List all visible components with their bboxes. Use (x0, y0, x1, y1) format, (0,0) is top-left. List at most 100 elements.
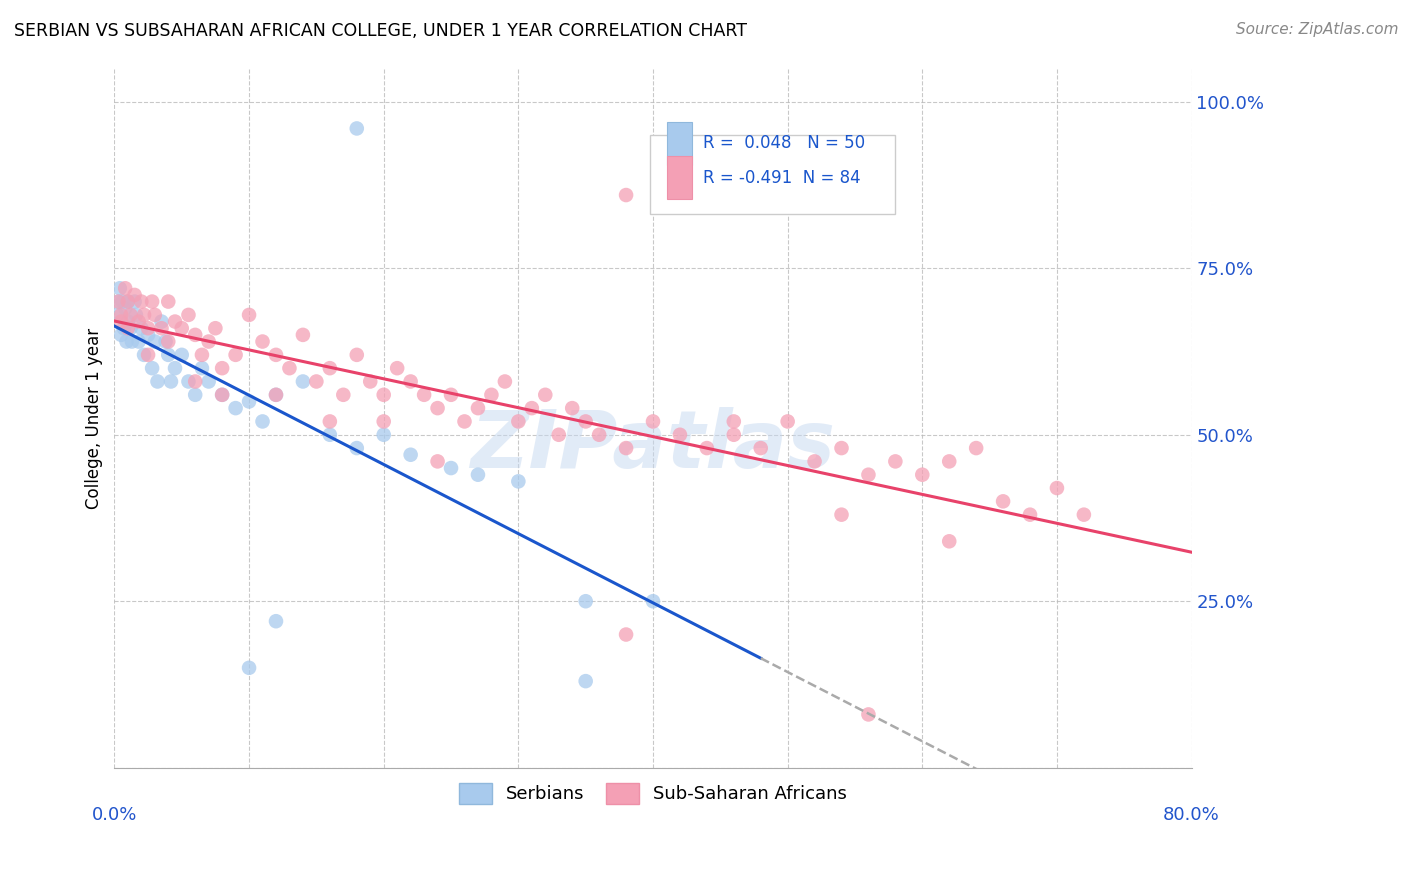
Point (131, 294, 153, 309)
Point (141, 361, 163, 376)
Point (110, 327, 132, 342)
Point (124, 288, 146, 302)
Point (211, 361, 233, 376)
Point (561, 401, 583, 416)
Point (373, 427, 395, 442)
Point (132, 348, 155, 362)
Point (204, 321, 226, 335)
Point (426, 454, 449, 468)
Point (264, 388, 287, 402)
Point (110, 314, 132, 328)
Point (125, 308, 148, 322)
Point (723, 414, 745, 428)
Point (346, 348, 368, 362)
Point (252, 414, 274, 428)
Point (467, 467, 489, 482)
Point (184, 327, 207, 342)
Point (107, 294, 129, 309)
Point (575, 414, 598, 428)
Point (121, 334, 143, 349)
Point (211, 388, 233, 402)
Point (481, 388, 503, 402)
Point (669, 427, 692, 442)
Point (155, 334, 177, 349)
Point (108, 281, 131, 295)
Point (131, 321, 153, 335)
Point (776, 414, 799, 428)
Point (614, 188, 637, 202)
Point (184, 375, 207, 389)
Point (508, 414, 530, 428)
Point (373, 388, 395, 402)
Point (143, 308, 166, 322)
Point (111, 294, 134, 309)
Point (723, 427, 745, 442)
Point (157, 348, 180, 362)
Point (264, 348, 287, 362)
Point (440, 461, 463, 475)
Point (319, 414, 342, 428)
Point (399, 375, 422, 389)
Point (440, 388, 463, 402)
Point (278, 361, 301, 376)
Point (641, 594, 664, 608)
Point (319, 427, 342, 442)
Point (191, 348, 214, 362)
Text: SERBIAN VS SUBSAHARAN AFRICAN COLLEGE, UNDER 1 YEAR CORRELATION CHART: SERBIAN VS SUBSAHARAN AFRICAN COLLEGE, U… (14, 22, 747, 40)
Point (211, 388, 233, 402)
Point (319, 361, 342, 376)
Point (114, 281, 136, 295)
Point (136, 321, 159, 335)
FancyBboxPatch shape (666, 156, 692, 199)
Point (346, 121, 368, 136)
Point (1073, 508, 1095, 522)
Point (858, 467, 880, 482)
Point (128, 314, 150, 328)
Legend: Serbians, Sub-Saharan Africans: Serbians, Sub-Saharan Africans (451, 776, 855, 811)
Point (238, 661, 260, 675)
Point (170, 348, 193, 362)
Point (136, 348, 159, 362)
Point (1046, 481, 1069, 495)
Point (575, 594, 598, 608)
Point (1019, 508, 1042, 522)
Point (105, 308, 128, 322)
Point (399, 448, 422, 462)
Point (359, 375, 381, 389)
Point (803, 454, 825, 468)
FancyBboxPatch shape (650, 135, 896, 213)
Point (157, 294, 180, 309)
Point (143, 334, 166, 349)
Point (112, 321, 135, 335)
FancyBboxPatch shape (666, 121, 692, 164)
Point (120, 308, 142, 322)
Point (494, 375, 516, 389)
Text: R =  0.048   N = 50: R = 0.048 N = 50 (703, 134, 865, 153)
Point (128, 334, 150, 349)
Point (938, 454, 960, 468)
Point (177, 308, 200, 322)
Point (413, 388, 436, 402)
Point (332, 388, 354, 402)
Point (453, 414, 475, 428)
Point (991, 494, 1014, 508)
Point (291, 375, 314, 389)
Point (117, 314, 139, 328)
Point (191, 361, 214, 376)
Point (197, 334, 219, 349)
Point (534, 388, 557, 402)
Point (547, 427, 569, 442)
Point (136, 327, 159, 342)
Point (641, 414, 664, 428)
Point (911, 467, 934, 482)
Point (115, 334, 138, 349)
Point (117, 321, 139, 335)
Point (520, 401, 543, 416)
Point (291, 327, 314, 342)
Point (107, 294, 129, 309)
Point (150, 321, 173, 335)
Point (177, 375, 200, 389)
Point (146, 375, 169, 389)
Point (117, 294, 139, 309)
Point (120, 321, 142, 335)
